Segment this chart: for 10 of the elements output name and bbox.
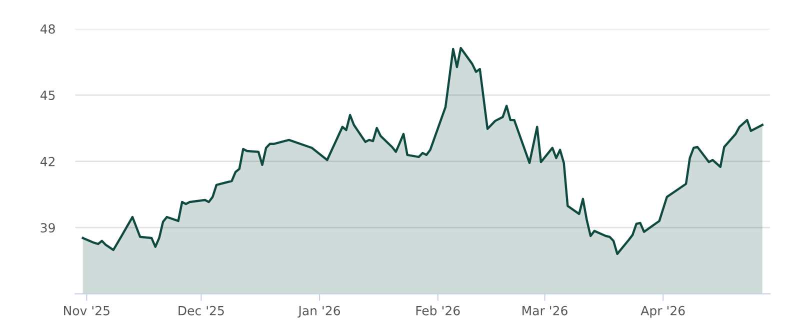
y-tick-label: 48 xyxy=(40,24,55,34)
x-tick-label: Nov '25 xyxy=(64,306,110,316)
y-tick-label: 42 xyxy=(40,156,55,166)
y-tick-label: 39 xyxy=(40,223,55,233)
x-tick-label: Mar '26 xyxy=(522,306,568,316)
x-tick-label: Dec '25 xyxy=(178,306,224,316)
x-tick-label: Apr '26 xyxy=(640,306,685,318)
x-tick-label: Jan '26 xyxy=(298,306,340,318)
x-tick-label: Feb '26 xyxy=(416,306,460,316)
y-tick-label: 45 xyxy=(40,90,55,100)
